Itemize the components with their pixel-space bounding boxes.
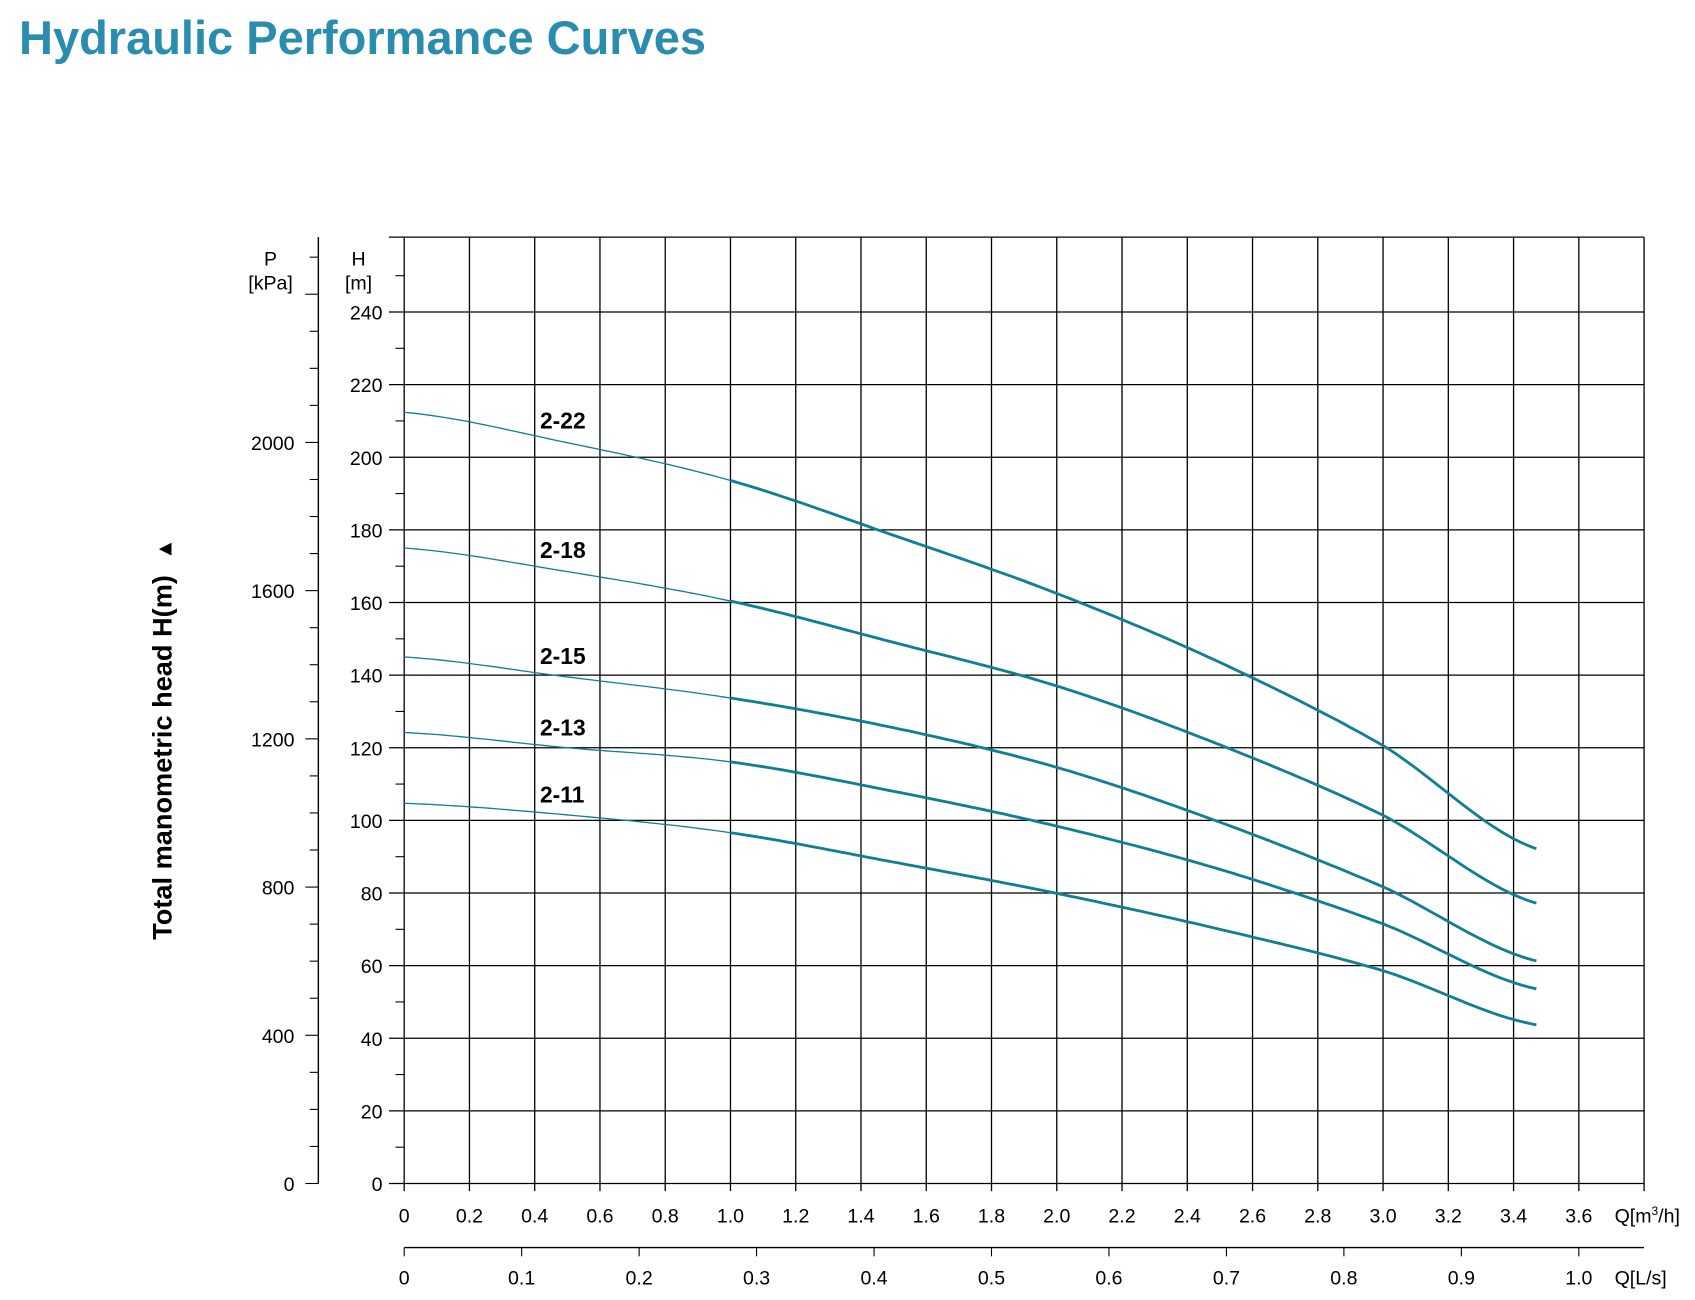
h-tick-label: 120 (350, 738, 383, 760)
x-tick-label: 3.6 (1565, 1206, 1592, 1228)
p-axis-unit: [kPa] (248, 272, 293, 294)
h-tick-label: 20 (361, 1101, 383, 1123)
h-tick-label: 80 (361, 884, 383, 906)
curve-2-22: 2-22 (404, 407, 1537, 851)
curve-line (730, 599, 1537, 905)
curve-line (730, 831, 1537, 1027)
x2-tick-label: 0.5 (978, 1268, 1005, 1290)
curve-label: 2-18 (540, 537, 586, 563)
x-tick-label: 1.4 (847, 1206, 874, 1228)
curve-2-18: 2-18 (404, 537, 1537, 905)
page-title: Hydraulic Performance Curves (19, 11, 707, 64)
h-tick-label: 60 (361, 956, 383, 978)
h-tick-label: 100 (350, 811, 383, 833)
x-tick-label: 2.2 (1108, 1206, 1135, 1228)
x2-tick-label: 0.8 (1330, 1268, 1357, 1290)
curve-line-thin (404, 802, 731, 834)
h-tick-label: 240 (350, 303, 383, 325)
curve-label: 2-15 (540, 643, 586, 669)
curve-line-thin (404, 411, 731, 482)
p-tick-label: 2000 (251, 433, 295, 455)
x2-tick-label: 0.7 (1213, 1268, 1240, 1290)
x-tick-label: 1.6 (913, 1206, 940, 1228)
curve-2-11: 2-11 (404, 782, 1537, 1027)
curves: 2-22 2-18 2-15 2-13 2-11 (404, 407, 1537, 1027)
pressure-axis: 0 400 800 1200 1600 2000 (251, 237, 320, 1196)
x-tick-label: 1.0 (717, 1206, 744, 1228)
p-tick-label: 1600 (251, 581, 295, 603)
x-tick-label: 0.4 (521, 1206, 548, 1228)
curve-label: 2-11 (540, 782, 585, 808)
curve-line (730, 696, 1537, 963)
flow-axis-ls: 0 0.1 0.2 0.3 0.4 0.5 0.6 0.7 0.8 0.9 1.0 (399, 1246, 1644, 1290)
p-axis-label: P (264, 248, 277, 270)
head-axis: 0 20 40 60 80 100 120 140 160 180 200 220 240 (350, 275, 405, 1196)
x-tick-label: 0.2 (456, 1206, 483, 1228)
curve-line (730, 479, 1537, 851)
p-tick-label: 400 (262, 1026, 295, 1048)
x-tick-label: 1.2 (782, 1206, 809, 1228)
curve-line-thin (404, 731, 731, 763)
h-tick-label: 140 (350, 666, 383, 688)
x-axis-label: Q[m3/h] (1615, 1204, 1680, 1228)
x2-tick-label: 0.4 (860, 1268, 887, 1290)
x2-tick-label: 0.1 (508, 1268, 535, 1290)
curve-2-15: 2-15 (404, 643, 1537, 963)
x-tick-label: 2.6 (1239, 1206, 1266, 1228)
x-tick-label: 3.0 (1369, 1206, 1396, 1228)
h-axis-label: H (351, 248, 365, 270)
p-tick-label: 1200 (251, 729, 295, 751)
curve-line-thin (404, 656, 731, 699)
curve-line-thin (404, 547, 731, 602)
x2-tick-label: 0.2 (626, 1268, 653, 1290)
p-tick-label: 800 (262, 878, 295, 900)
h-tick-label: 160 (350, 593, 383, 615)
x2-axis-label: Q[L/s] (1615, 1268, 1667, 1290)
y-axis-title: Total manometric head H(m)▲ (147, 538, 178, 939)
x-tick-label: 0.6 (586, 1206, 613, 1228)
x-tick-label: 2.0 (1043, 1206, 1070, 1228)
x-tick-label: 3.2 (1435, 1206, 1462, 1228)
x-tick-label: 2.4 (1174, 1206, 1201, 1228)
p-tick-label: 0 (284, 1174, 295, 1196)
h-tick-label: 200 (350, 448, 383, 470)
x2-tick-label: 0 (399, 1268, 410, 1290)
x-tick-label: 2.8 (1304, 1206, 1331, 1228)
x-tick-label: 0.8 (652, 1206, 679, 1228)
h-tick-label: 0 (372, 1174, 383, 1196)
h-tick-label: 220 (350, 375, 383, 397)
flow-axis-m3h: 0 0.2 0.4 0.6 0.8 1.0 1.2 1.4 1.6 1.8 2.0 2.2 2.4 2.6… (399, 1206, 1593, 1228)
curve-2-13: 2-13 (404, 714, 1537, 991)
x2-tick-label: 0.9 (1448, 1268, 1475, 1290)
h-tick-label: 40 (361, 1029, 383, 1051)
h-tick-label: 180 (350, 520, 383, 542)
curve-label: 2-13 (540, 714, 586, 740)
curve-line (730, 760, 1537, 991)
x-tick-label: 3.4 (1500, 1206, 1527, 1228)
x2-tick-label: 1.0 (1565, 1268, 1592, 1290)
curve-label: 2-22 (540, 407, 586, 433)
x-tick-label: 1.8 (978, 1206, 1005, 1228)
x2-tick-label: 0.6 (1095, 1268, 1122, 1290)
x2-tick-label: 0.3 (743, 1268, 770, 1290)
h-axis-unit: [m] (345, 272, 372, 294)
x-tick-label: 0 (399, 1206, 410, 1228)
